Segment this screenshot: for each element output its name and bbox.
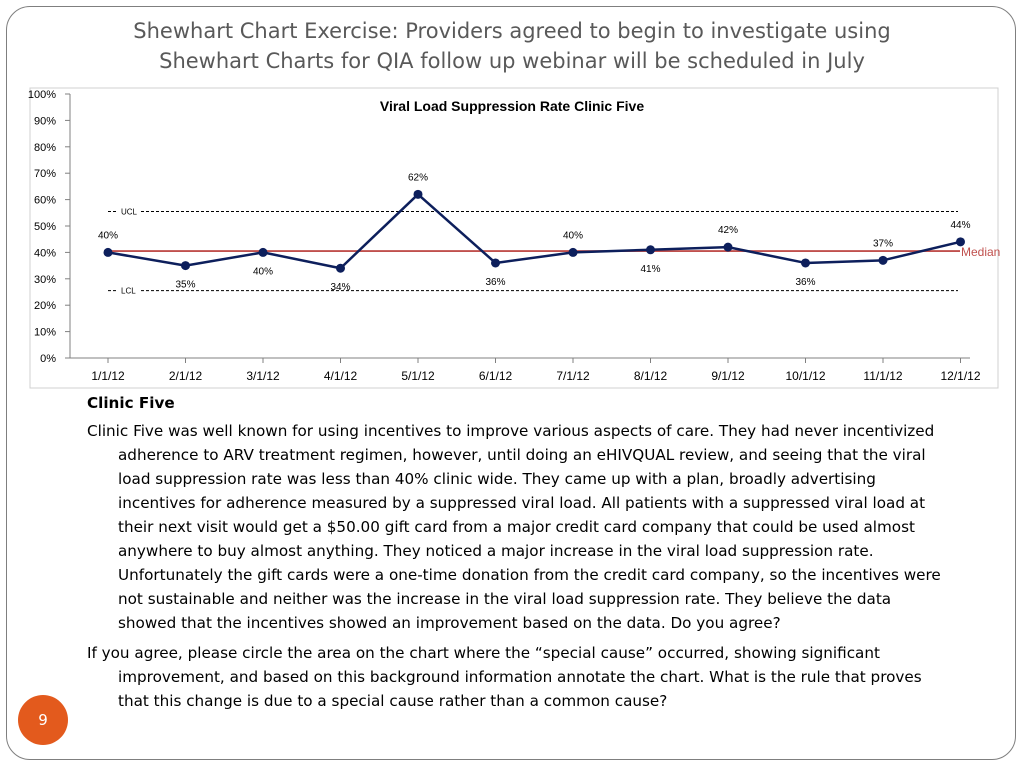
x-tick-label: 2/1/12 bbox=[169, 369, 203, 383]
y-tick-label: 40% bbox=[34, 247, 56, 259]
data-label: 44% bbox=[950, 220, 970, 231]
page-number-badge: 9 bbox=[18, 695, 68, 745]
ucl-label: UCL bbox=[121, 207, 138, 216]
x-axis: 1/1/12 2/1/12 3/1/12 4/1/12 5/1/12 6/1/12 7/1/… bbox=[70, 357, 981, 383]
x-tick-label: 12/1/12 bbox=[940, 369, 980, 383]
page-number: 9 bbox=[38, 711, 48, 729]
lcl-label: LCL bbox=[121, 287, 136, 296]
body-heading: Clinic Five bbox=[87, 394, 175, 412]
data-label: 42% bbox=[718, 225, 738, 236]
x-tick-label: 6/1/12 bbox=[479, 369, 513, 383]
y-tick-label: 0% bbox=[40, 353, 56, 365]
x-tick-label: 9/1/12 bbox=[711, 369, 745, 383]
data-point bbox=[646, 245, 655, 255]
reference-lines: UCL LCL Median bbox=[104, 207, 1000, 296]
data-label: 34% bbox=[330, 282, 350, 293]
x-tick-label: 7/1/12 bbox=[556, 369, 590, 383]
y-tick-label: 70% bbox=[34, 168, 56, 180]
data-label: 36% bbox=[485, 277, 505, 288]
data-point bbox=[801, 258, 810, 268]
data-label: 40% bbox=[253, 266, 273, 277]
y-axis: 0% 10% 20% 30% 40% 50% 60% 70% 80% 90% 100% bbox=[28, 89, 71, 365]
y-tick-label: 90% bbox=[34, 115, 56, 127]
x-tick-label: 3/1/12 bbox=[246, 369, 280, 383]
y-tick-label: 30% bbox=[34, 274, 56, 286]
data-label: 37% bbox=[873, 238, 893, 249]
data-point bbox=[878, 255, 888, 265]
data-label: 35% bbox=[175, 280, 195, 291]
slide-title-line-2: Shewhart Charts for QIA follow up webina… bbox=[159, 49, 865, 73]
x-tick-label: 4/1/12 bbox=[324, 369, 358, 383]
slide-title: Shewhart Chart Exercise: Providers agree… bbox=[60, 16, 964, 76]
data-point bbox=[491, 258, 500, 268]
data-point bbox=[956, 237, 965, 247]
data-label: 40% bbox=[563, 230, 583, 241]
x-tick-label: 1/1/12 bbox=[91, 369, 125, 383]
data-point bbox=[103, 247, 113, 257]
data-point bbox=[181, 261, 190, 271]
x-tick-label: 11/1/12 bbox=[863, 369, 902, 383]
data-point bbox=[723, 242, 733, 252]
data-label: 62% bbox=[408, 172, 428, 183]
data-point bbox=[258, 247, 268, 257]
data-point bbox=[568, 247, 578, 257]
data-point bbox=[413, 189, 423, 199]
y-tick-label: 20% bbox=[34, 300, 56, 312]
slide-title-line-1: Shewhart Chart Exercise: Providers agree… bbox=[133, 19, 891, 43]
body-paragraph-1: Clinic Five was well known for using inc… bbox=[87, 422, 941, 632]
y-tick-label: 80% bbox=[34, 142, 56, 154]
data-label: 41% bbox=[640, 264, 660, 275]
y-tick-label: 50% bbox=[34, 221, 56, 233]
body-text: Clinic Five Clinic Five was well known f… bbox=[87, 391, 947, 719]
body-paragraph-2: If you agree, please circle the area on … bbox=[87, 644, 922, 710]
x-tick-label: 10/1/12 bbox=[785, 369, 825, 383]
slide-frame bbox=[6, 6, 1016, 760]
x-tick-label: 5/1/12 bbox=[401, 369, 435, 383]
y-tick-label: 100% bbox=[28, 89, 56, 101]
x-tick-label: 8/1/12 bbox=[634, 369, 668, 383]
y-tick-label: 10% bbox=[34, 327, 56, 339]
data-label: 36% bbox=[795, 277, 815, 288]
series-line bbox=[107, 193, 961, 270]
y-tick-label: 60% bbox=[34, 195, 56, 207]
chart-plot-border bbox=[29, 87, 999, 389]
viral-load-chart: Viral Load Suppression Rate Clinic Five … bbox=[28, 87, 1000, 389]
chart-title: Viral Load Suppression Rate Clinic Five bbox=[380, 98, 644, 114]
series bbox=[103, 189, 965, 273]
point-labels: 40% 35% 40% 34% 62% 36% 40% 41% 42% 36% 37% 44% bbox=[98, 172, 971, 293]
data-point bbox=[336, 263, 345, 273]
median-label: Median bbox=[961, 245, 1000, 259]
data-label: 40% bbox=[98, 230, 118, 241]
